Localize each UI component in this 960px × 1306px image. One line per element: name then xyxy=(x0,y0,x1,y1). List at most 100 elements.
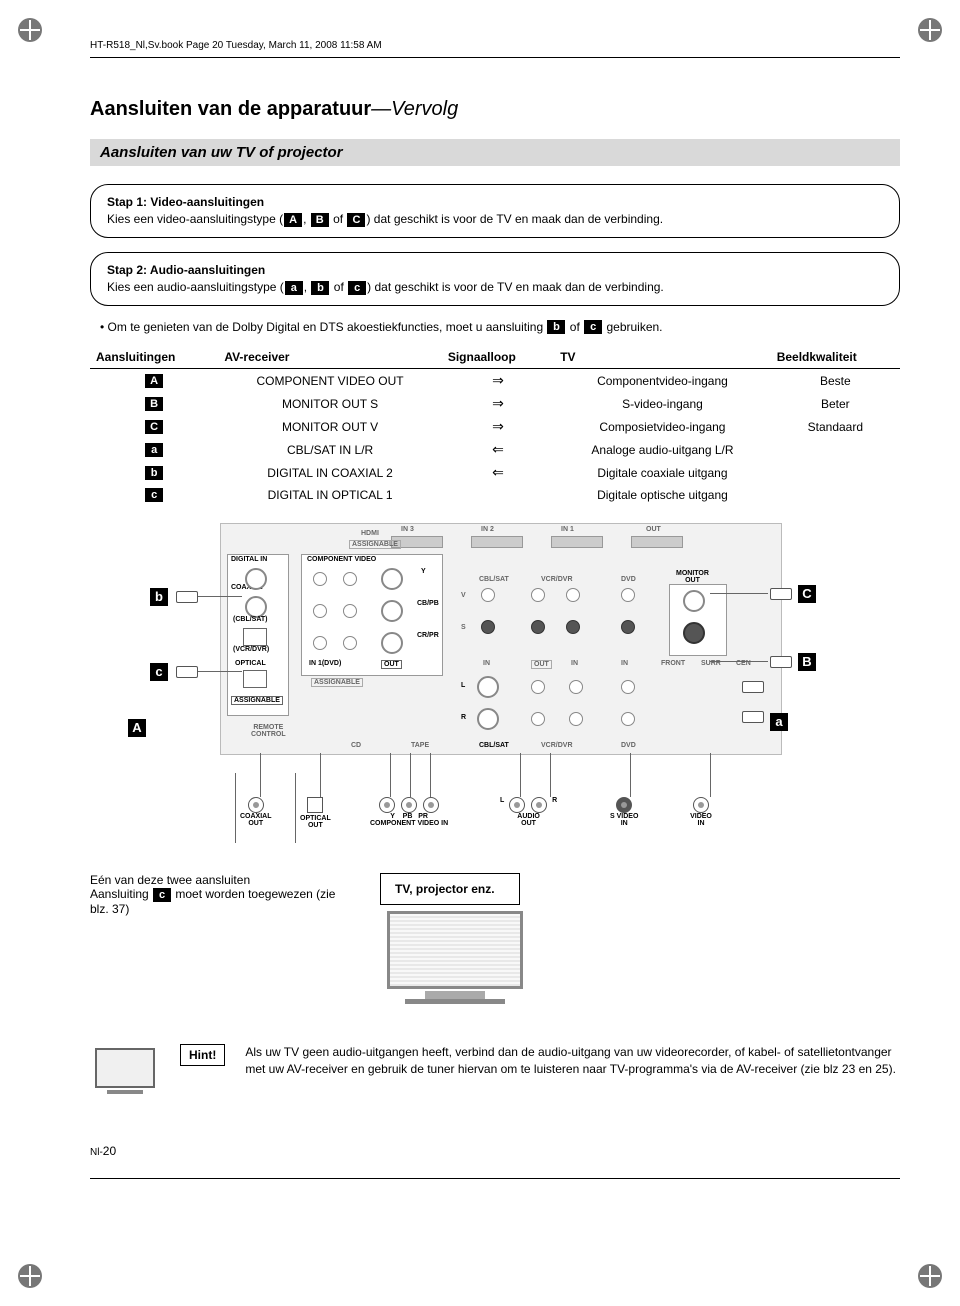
wv-6 xyxy=(710,753,711,797)
step2-m2: of xyxy=(330,280,347,294)
tv-l: L xyxy=(500,797,504,804)
plug-c xyxy=(176,666,198,678)
table-row: B MONITOR OUT S ⇒ S-video-ingang Beter xyxy=(90,392,900,415)
lbl-cd: CD xyxy=(351,742,361,749)
lbl-dvd: DVD xyxy=(621,576,636,583)
dolby-prefix: Om te genieten van de Dolby Digital en D… xyxy=(108,320,547,334)
s-dvd xyxy=(621,620,635,634)
row-badge: B xyxy=(145,397,163,411)
footer-note: Eén van deze twee aansluiten Aansluiting… xyxy=(90,873,350,916)
lbl-digital-in: DIGITAL IN xyxy=(231,556,267,563)
row-badge: A xyxy=(145,374,163,388)
audio-r-cbl xyxy=(477,708,499,730)
step2-m1: , xyxy=(304,280,311,294)
tv-comp: Y PB PR COMPONENT VIDEO IN xyxy=(370,797,448,827)
step1-prefix: Kies een video-aansluitingstype ( xyxy=(107,212,283,226)
row-tv: Composietvideo-ingang xyxy=(554,415,770,438)
plug-C xyxy=(770,588,792,600)
th-q: Beeldkwaliteit xyxy=(771,346,900,369)
row-q xyxy=(771,438,900,461)
row-recv: MONITOR OUT V xyxy=(218,415,442,438)
dolby-suffix: gebruiken. xyxy=(603,320,662,334)
wv-3c xyxy=(430,753,431,797)
row-tv: S-video-ingang xyxy=(554,392,770,415)
plug-a-R xyxy=(742,711,764,723)
page-num-prefix: Nl- xyxy=(90,1147,103,1158)
row-recv: COMPONENT VIDEO OUT xyxy=(218,369,442,393)
lbl-dvd-b: DVD xyxy=(621,742,636,749)
wire-b xyxy=(198,596,242,597)
title-cont: —Vervolg xyxy=(371,98,458,120)
wire-C xyxy=(710,593,768,594)
row-q: Beter xyxy=(771,392,900,415)
lbl-hdmi: HDMI xyxy=(361,530,379,537)
tv-y: Y xyxy=(390,813,395,820)
ar-4 xyxy=(621,712,635,726)
lbl-cblsat: (CBL/SAT) xyxy=(233,616,267,623)
lbl-remote: REMOTE CONTROL xyxy=(251,724,286,738)
tv-box-label: TV, projector enz. xyxy=(380,873,520,905)
lbl-vcrdvr-b: VCR/DVR xyxy=(541,742,573,749)
dolby-mid: of xyxy=(566,320,583,334)
tv-connector-row: COAXIAL OUT OPTICAL OUT Y PB PR COMPONEN… xyxy=(220,797,820,853)
hint-row: Hint! Als uw TV geen audio-uitgangen hee… xyxy=(90,1044,900,1094)
wiring-diagram: HDMI IN 3 IN 2 IN 1 OUT ASSIGNABLE DIGIT… xyxy=(90,523,900,853)
v-vcr-out xyxy=(566,588,580,602)
diag-a: a xyxy=(770,713,788,731)
step2-prefix: Kies een audio-aansluitingstype ( xyxy=(107,280,284,294)
th-sig: Signaalloop xyxy=(442,346,554,369)
lbl-crpr: CR/PR xyxy=(417,632,439,639)
row-tv: Digitale optische uitgang xyxy=(554,484,770,505)
tv-audio: L R AUDIO OUT xyxy=(500,797,557,827)
dolby-badge-c: c xyxy=(584,320,602,334)
crop-mark-br xyxy=(918,1264,942,1288)
hint-text: Als uw TV geen audio-uitgangen heeft, ve… xyxy=(245,1044,900,1078)
tv-projector-block: TV, projector enz. xyxy=(380,873,530,1004)
footnote-1: Eén van deze twee aansluiten xyxy=(90,873,350,887)
row-recv: CBL/SAT IN L/R xyxy=(218,438,442,461)
tv-audio-lbl: AUDIO OUT xyxy=(517,813,540,827)
diag-B: B xyxy=(798,653,816,671)
hint-tv-icon xyxy=(90,1048,160,1094)
row-arrow: ⇐ xyxy=(442,461,554,484)
row-arrow xyxy=(442,484,554,505)
tv-comp-lbl: COMPONENT VIDEO IN xyxy=(370,820,448,827)
wv-3 xyxy=(390,753,391,797)
row-recv: DIGITAL IN COAXIAL 2 xyxy=(218,461,442,484)
lbl-in-b: IN xyxy=(571,660,578,667)
table-row: b DIGITAL IN COAXIAL 2 ⇐ Digitale coaxia… xyxy=(90,461,900,484)
diag-c: c xyxy=(150,663,168,681)
footnote-2: Aansluiting c moet worden toegewezen (zi… xyxy=(90,887,350,916)
badge-c: c xyxy=(348,281,366,295)
th-aansl: Aansluitingen xyxy=(90,346,218,369)
lbl-v: V xyxy=(461,592,466,599)
row-badge: b xyxy=(145,466,163,480)
step2-suffix: ) dat geschikt is voor de TV en maak dan… xyxy=(367,280,664,294)
diag-b: b xyxy=(150,588,168,606)
row-q: Standaard xyxy=(771,415,900,438)
lbl-tape: TAPE xyxy=(411,742,429,749)
diag-A: A xyxy=(128,719,146,737)
v-cblsat xyxy=(481,588,495,602)
hint-label: Hint! xyxy=(180,1044,225,1066)
row-badge: c xyxy=(145,488,163,502)
page-num-value: 20 xyxy=(103,1144,116,1158)
title-main: Aansluiten van de apparatuur xyxy=(90,98,371,120)
wv-4 xyxy=(520,753,521,797)
footer-row: Eén van deze twee aansluiten Aansluiting… xyxy=(90,873,900,1004)
wv-3b xyxy=(410,753,411,797)
lbl-front: FRONT xyxy=(661,660,685,667)
lbl-y: Y xyxy=(421,568,426,575)
lbl-cblsat-b: CBL/SAT xyxy=(479,742,509,749)
badge-a: a xyxy=(285,281,303,295)
row-badge: a xyxy=(145,443,163,457)
top-rule xyxy=(90,57,900,58)
plug-B xyxy=(770,656,792,668)
dolby-badge-b: b xyxy=(547,320,565,334)
wv-5 xyxy=(630,753,631,797)
page-number: Nl-20 xyxy=(90,1144,900,1158)
diag-C: C xyxy=(798,585,816,603)
fn2-pre: Aansluiting xyxy=(90,887,152,901)
row-arrow: ⇒ xyxy=(442,369,554,393)
optical-1 xyxy=(243,670,267,688)
